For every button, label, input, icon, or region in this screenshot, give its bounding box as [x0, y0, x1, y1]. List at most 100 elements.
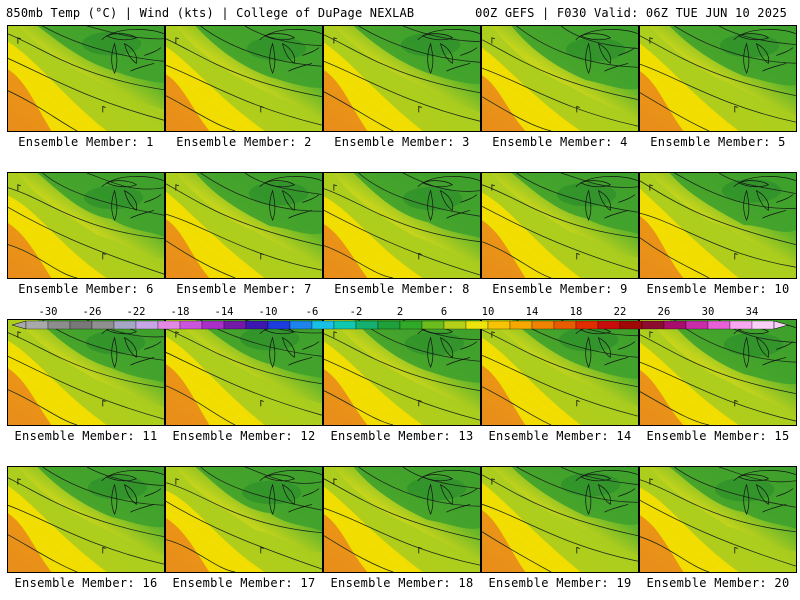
ensemble-member-caption: Ensemble Member: 6: [18, 282, 154, 296]
wind-barb: [333, 37, 337, 44]
ensemble-member-caption: Ensemble Member: 14: [488, 429, 632, 443]
wind-barb: [576, 105, 580, 113]
wind-barb: [649, 184, 653, 191]
contour-line: [324, 91, 394, 131]
yellow-band: [640, 188, 739, 278]
wind-barb: [576, 399, 580, 407]
colorbar-segment: [663, 320, 687, 330]
wind-barb: [260, 399, 264, 407]
dark-green-patch: [246, 36, 307, 61]
ensemble-member-map: [165, 25, 323, 132]
yellow-green-band: [324, 26, 480, 131]
colorbar-segment: [685, 320, 709, 330]
wind-barb: [491, 331, 495, 338]
yellow-green-band: [324, 320, 480, 425]
contour-line: [640, 35, 796, 97]
warm-region: [324, 224, 368, 278]
yellow-band: [640, 342, 739, 425]
contour-line: [8, 355, 164, 420]
contour-line: [640, 500, 796, 567]
wind-barb: [649, 478, 653, 485]
map-plot: [166, 173, 322, 278]
wind-barb: [17, 37, 21, 44]
ensemble-member-caption: Ensemble Member: 20: [646, 576, 790, 590]
great-lakes-outline: [101, 176, 164, 221]
great-lakes-outline: [417, 470, 480, 515]
yellow-green-band: [8, 26, 164, 131]
wind-barb: [102, 252, 106, 260]
map-plot: [482, 467, 638, 572]
colorbar-tick-label: 18: [570, 306, 583, 318]
wind-barb: [576, 546, 580, 554]
contour-line: [42, 467, 164, 506]
wind-barb: [418, 399, 422, 407]
ensemble-member-caption: Ensemble Member: 16: [14, 576, 158, 590]
contour-line: [482, 503, 638, 562]
yellow-green-band: [640, 320, 796, 425]
yellow-green-band: [166, 26, 322, 131]
yellow-band: [324, 196, 423, 278]
contour-line: [402, 467, 480, 489]
contour-line: [358, 26, 480, 63]
ensemble-member-map: [165, 319, 323, 426]
colorbar-segment: [729, 320, 753, 330]
ensemble-member-caption: Ensemble Member: 5: [650, 135, 786, 149]
yellow-green-band: [8, 320, 164, 425]
yellow-green-band: [640, 173, 796, 278]
ensemble-member-map: [481, 466, 639, 573]
contour-line: [42, 173, 164, 216]
contour-line: [8, 58, 164, 121]
contour-line: [86, 467, 164, 487]
yellow-green-band: [482, 320, 638, 425]
ensemble-member-caption: Ensemble Member: 2: [176, 135, 312, 149]
wind-barb: [649, 37, 653, 44]
contour-line: [560, 467, 638, 486]
colorbar-left-arrow: [12, 320, 27, 330]
great-lakes-outline: [101, 29, 164, 74]
yellow-green-band: [482, 467, 638, 572]
colorbar-tick-label: -30: [39, 306, 58, 318]
yellow-band: [640, 43, 739, 131]
contour-line: [482, 474, 638, 537]
yellow-band: [8, 195, 107, 278]
map-plot: [482, 173, 638, 278]
wind-barb: [102, 105, 106, 113]
contour-line: [200, 173, 322, 212]
contour-line: [718, 173, 796, 194]
contour-line: [86, 173, 164, 190]
colorbar-segment: [619, 320, 643, 330]
colorbar-segment: [113, 320, 137, 330]
yellow-band: [166, 191, 265, 278]
map-plot: [8, 320, 164, 425]
yellow-green-band: [640, 467, 796, 572]
ensemble-member-map: [481, 319, 639, 426]
colorbar-segment: [751, 320, 775, 330]
colorbar-tick-label: -26: [83, 306, 102, 318]
colorbar-tick-label: 14: [526, 306, 539, 318]
colorbar-segment: [245, 320, 269, 330]
colorbar-tick-label: -14: [215, 306, 234, 318]
contour-line: [8, 244, 78, 278]
map-plot: [482, 320, 638, 425]
ensemble-member-map: [481, 172, 639, 279]
ensemble-member-map: [323, 172, 481, 279]
contour-line: [8, 187, 164, 240]
yellow-band: [482, 47, 581, 131]
warm-region: [8, 368, 52, 425]
map-plot: [324, 320, 480, 425]
colorbar-segment: [531, 320, 555, 330]
map-plot: [166, 26, 322, 131]
contour-line: [166, 64, 322, 126]
wind-barb: [175, 331, 179, 338]
colorbar-tick-label: -2: [350, 306, 363, 318]
contour-line: [166, 95, 236, 131]
colorbar-tick-label: 2: [397, 306, 403, 318]
map-plot: [8, 467, 164, 572]
warm-region: [482, 75, 526, 131]
colorbar-segment: [641, 320, 665, 330]
colorbar-segment: [179, 320, 203, 330]
contour-line: [166, 213, 322, 271]
ensemble-member-caption: Ensemble Member: 10: [646, 282, 790, 296]
colorbar-segment: [443, 320, 467, 330]
contour-line: [324, 188, 480, 243]
